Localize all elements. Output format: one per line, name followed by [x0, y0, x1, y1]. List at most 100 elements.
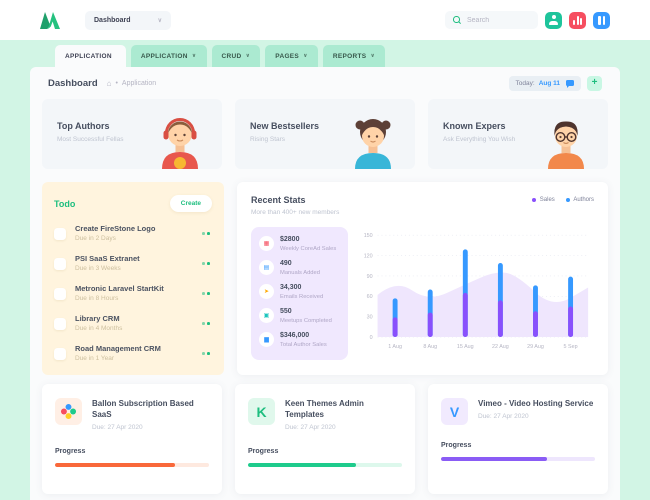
stat-row: ➤ 34,300 Emails Received [259, 284, 340, 300]
progress-track [248, 463, 402, 468]
svg-text:0: 0 [370, 335, 373, 341]
project-card[interactable]: K Keen Themes Admin Templates Due: 27 Ap… [235, 384, 415, 494]
top-header: Dashboard ∨ [0, 0, 650, 40]
person-icon [549, 15, 558, 25]
layout-button[interactable] [593, 11, 610, 29]
stats-summary-panel: ▦ $2800 Weekly CoreAd Sales ▤ 490 [251, 227, 348, 360]
recent-stats-chart: 0 30 60 90 120 150 1 Aug 8 Aug 15 Aug 22 Aug 29 Au… [364, 233, 589, 350]
info-card[interactable]: New Bestsellers Rising Stars [235, 99, 415, 169]
svg-text:60: 60 [367, 294, 373, 300]
legend-item: Sales [532, 197, 555, 203]
chevron-down-icon: ∨ [303, 53, 308, 59]
stat-icon: ▆ [259, 332, 274, 348]
info-card-subtitle: Most Successful Fellas [57, 136, 124, 143]
info-card[interactable]: Known Expers Ask Everything You Wish [428, 99, 608, 169]
more-options-icon[interactable] [200, 320, 212, 327]
workspace-label: Dashboard [94, 16, 131, 24]
info-card-title: Known Expers [443, 121, 506, 131]
stat-label: Weekly CoreAd Sales [280, 245, 337, 252]
project-card[interactable]: Ballon Subscription Based SaaS Due: 27 A… [42, 384, 222, 494]
todo-checkbox[interactable] [54, 287, 66, 300]
stats-button[interactable] [569, 11, 586, 29]
breadcrumb-path[interactable]: Application [121, 79, 157, 87]
todo-title: Todo [54, 198, 76, 209]
tab[interactable]: CRUD ∨ [211, 45, 261, 67]
todo-checkbox[interactable] [54, 347, 66, 360]
legend-item: Authors [565, 197, 594, 203]
tab[interactable]: PAGES ∨ [265, 45, 318, 67]
tab-label: REPORTS [332, 52, 367, 60]
stat-value: $2800 [280, 236, 300, 243]
todo-item-title: PSI SaaS Extranet [75, 253, 140, 263]
todo-item-title: Road Management CRM [75, 343, 161, 353]
svg-text:90: 90 [367, 274, 373, 280]
todo-item: Library CRM Due in 4 Months [54, 315, 212, 332]
info-card[interactable]: Top Authors Most Successful Fellas [42, 99, 222, 169]
stat-row: ▦ $2800 Weekly CoreAd Sales [259, 236, 340, 252]
home-icon[interactable]: ⌂ [106, 78, 112, 88]
workspace-dropdown[interactable]: Dashboard ∨ [85, 10, 171, 30]
stat-label: Total Author Sales [280, 341, 327, 348]
chart-legend: Sales Authors [532, 197, 594, 203]
todo-checkbox[interactable] [54, 317, 66, 330]
vimeo-v-icon: V [441, 398, 468, 425]
todo-checkbox[interactable] [54, 257, 66, 270]
chevron-down-icon: ∨ [370, 53, 376, 59]
avatar [154, 111, 206, 169]
progress-label: Progress [248, 448, 279, 456]
legend-label: Sales [539, 197, 555, 203]
tab-label: PAGES [275, 52, 300, 60]
user-button[interactable] [545, 11, 562, 29]
today-value: Aug 11 [538, 79, 560, 87]
search-box[interactable] [445, 11, 538, 29]
tab[interactable]: APPLICATION ∨ [130, 45, 207, 67]
create-button[interactable]: Create [169, 195, 212, 212]
todo-item-due: Due in 1 Year [75, 355, 115, 363]
breadcrumb-separator: • [115, 79, 118, 87]
progress-fill [441, 457, 548, 461]
todo-item-due: Due in 2 Days [75, 235, 116, 243]
search-input[interactable] [467, 16, 530, 24]
stat-label: Manuals Added [280, 269, 320, 276]
todo-checkbox[interactable] [54, 227, 66, 240]
breadcrumb-bar: Dashboard ⌂ • Application Today: Aug 11 … [40, 67, 610, 99]
more-options-icon[interactable] [200, 230, 212, 237]
more-options-icon[interactable] [200, 290, 212, 297]
page-title: Dashboard [48, 77, 98, 89]
more-options-icon[interactable] [200, 260, 212, 267]
svg-text:30: 30 [367, 315, 373, 321]
avatar [347, 111, 399, 169]
project-card[interactable]: V Vimeo - Video Hosting Service Due: 27 … [428, 384, 608, 494]
stat-row: ▆ $346,000 Total Author Sales [259, 332, 340, 348]
todo-item-title: Metronic Laravel StartKit [75, 283, 164, 293]
svg-text:15 Aug: 15 Aug [457, 344, 474, 350]
avatar [540, 111, 592, 169]
middle-row: Todo Create Create FireStone Logo Due in… [40, 182, 610, 375]
more-options-icon[interactable] [200, 350, 212, 357]
svg-text:5 Sep: 5 Sep [564, 344, 578, 350]
todo-item: Road Management CRM Due in 1 Year [54, 345, 212, 362]
stat-row: ▤ 490 Manuals Added [259, 260, 340, 276]
today-date-button[interactable]: Today: Aug 11 [508, 75, 581, 91]
svg-text:1 Aug: 1 Aug [388, 344, 402, 350]
project-due: Due: 27 Apr 2020 [478, 413, 529, 421]
app-logo-icon [40, 11, 60, 29]
tab-bar: APPLICATION APPLICATION ∨ CRUD ∨ PAGES ∨… [0, 40, 650, 67]
add-button[interactable]: + [587, 75, 602, 91]
todo-item: PSI SaaS Extranet Due in 3 Weeks [54, 255, 212, 272]
progress-track [55, 463, 209, 468]
recent-stats-title: Recent Stats [251, 195, 306, 205]
tab-label: CRUD [221, 52, 242, 60]
tab[interactable]: APPLICATION [55, 45, 126, 67]
todo-item: Create FireStone Logo Due in 2 Days [54, 225, 212, 242]
chart-container: 0 30 60 90 120 150 1 Aug 8 Aug 15 Aug 22 Aug 29 Au… [357, 227, 594, 360]
tab-label: APPLICATION [65, 52, 112, 60]
info-card-title: Top Authors [57, 121, 110, 131]
project-title: Keen Themes Admin Templates [285, 399, 364, 420]
todo-item: Metronic Laravel StartKit Due in 8 Hours [54, 285, 212, 302]
tab[interactable]: REPORTS ∨ [322, 45, 386, 67]
chevron-down-icon: ∨ [191, 53, 197, 59]
chat-bubble-icon [566, 80, 574, 88]
recent-stats-card: Recent Stats More than 400+ new members … [237, 182, 608, 375]
